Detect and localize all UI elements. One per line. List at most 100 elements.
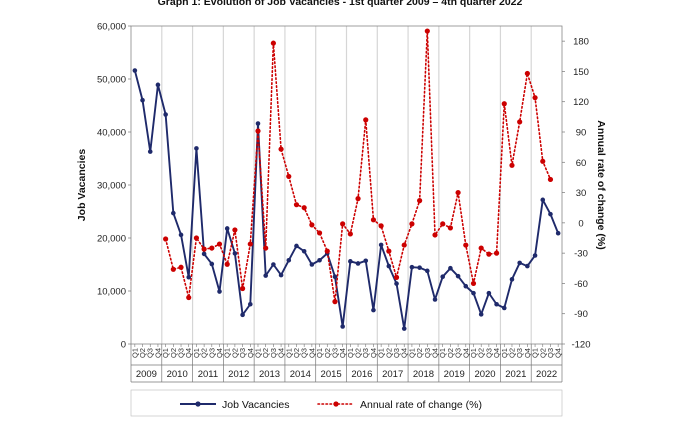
x-tick-label-quarter: Q4 [184, 348, 193, 358]
rate-of-change-point [332, 299, 338, 305]
job-vacancies-point [286, 257, 292, 263]
x-tick-label-quarter: Q4 [523, 348, 532, 358]
job-vacancies-point [224, 226, 230, 231]
x-tick-label-quarter: Q1 [377, 348, 386, 358]
job-vacancies-point [409, 264, 415, 270]
y-tick-label-left: 50,000 [97, 75, 126, 86]
y-tick-label-right: 120 [573, 97, 589, 108]
rate-of-change-point [509, 162, 515, 168]
job-vacancies-point [371, 307, 376, 313]
x-tick-label-quarter: Q3 [392, 348, 401, 358]
rate-of-change-point [239, 285, 246, 292]
job-vacancies-point [455, 273, 461, 279]
y-tick-label-left: 0 [121, 340, 126, 351]
job-vacancies-point [186, 274, 192, 280]
x-tick-label-quarter: Q2 [446, 348, 455, 358]
x-tick-label-quarter: Q4 [215, 348, 224, 358]
rate-of-change-point [186, 294, 192, 301]
x-tick-label-quarter: Q4 [277, 348, 286, 358]
rate-of-change-point [501, 101, 507, 107]
rate-of-change-point [455, 189, 461, 196]
job-vacancies-point [348, 259, 353, 264]
x-tick-label-quarter: Q2 [200, 348, 209, 358]
x-tick-label-quarter: Q2 [292, 348, 301, 358]
rate-of-change-point [470, 280, 477, 287]
x-tick-label-quarter: Q4 [461, 348, 470, 358]
rate-of-change-point [409, 221, 415, 227]
x-axis: Q1Q2Q3Q4Q1Q2Q3Q4Q1Q2Q3Q4Q1Q2Q3Q4Q1Q2Q3Q4… [130, 344, 563, 383]
rate-of-change-point [247, 241, 253, 247]
y-axis-label-left: Job Vacancies [76, 149, 88, 222]
x-tick-label-year: 2015 [321, 369, 342, 380]
x-tick-label-quarter: Q1 [500, 348, 509, 358]
rate-of-change-point [478, 245, 484, 251]
job-vacancies-point [217, 289, 222, 294]
x-tick-label-year: 2012 [228, 369, 249, 380]
job-vacancies-point [501, 305, 507, 311]
rate-of-change-point [270, 40, 276, 46]
x-tick-label-quarter: Q4 [400, 348, 409, 358]
job-vacancies-point [309, 262, 315, 267]
job-vacancies-point [340, 324, 345, 329]
job-vacancies-point [517, 260, 522, 266]
rate-of-change-point [309, 222, 315, 228]
x-tick-label-quarter: Q1 [346, 348, 355, 358]
y-tick-label-right: 180 [573, 37, 589, 48]
x-tick-label-year: 2011 [198, 369, 218, 380]
left-axis-ticks: 0 10,000 20,000 30,000 40,000 50,000 60,000 [97, 22, 131, 351]
job-vacancies-point [209, 261, 215, 267]
job-vacancies-point [278, 272, 284, 278]
job-vacancies-point [432, 297, 438, 302]
y-tick-label-right: 30 [576, 188, 587, 199]
x-tick-label-quarter: Q1 [223, 348, 232, 358]
y-tick-label-right: -60 [574, 279, 588, 290]
x-tick-label-quarter: Q4 [338, 348, 347, 358]
job-vacancies-point [548, 211, 553, 217]
rate-of-change-point [432, 232, 438, 238]
y-tick-label-left: 60,000 [97, 22, 126, 33]
x-tick-label-year: 2016 [351, 369, 372, 380]
rate-of-change-point [370, 217, 377, 223]
job-vacancies-point [478, 312, 484, 317]
job-vacancies-point [178, 232, 184, 238]
x-tick-label-quarter: Q3 [546, 348, 555, 358]
y-tick-label-right: 150 [573, 67, 589, 78]
rate-of-change-point [547, 176, 554, 183]
job-vacancies-point [194, 146, 199, 151]
y-tick-label-left: 30,000 [97, 181, 126, 192]
x-tick-label-quarter: Q2 [230, 348, 239, 358]
right-axis-ticks: -120 -90 -60 -30 0 30 60 90 120 150 180 [562, 37, 591, 351]
x-tick-label-quarter: Q3 [207, 348, 216, 358]
job-vacancies-point [440, 274, 446, 279]
legend-label: Job Vacancies [222, 399, 290, 411]
legend-box [130, 389, 563, 417]
job-vacancies-point [147, 149, 153, 154]
x-tick-label-quarter: Q3 [423, 348, 432, 358]
x-tick-label-quarter: Q4 [246, 348, 255, 358]
x-tick-label-quarter: Q2 [538, 348, 547, 358]
rate-of-change-point [255, 128, 261, 134]
x-tick-label-year: 2019 [444, 369, 465, 380]
rate-of-change-point [355, 196, 361, 202]
x-tick-label-quarter: Q2 [354, 348, 363, 358]
chart-title: Graph 1: Evolution of Job Vacancies - 1s… [158, 0, 523, 8]
x-tick-label-year: 2017 [382, 369, 403, 380]
job-vacancies-point [509, 277, 515, 282]
rate-of-change-point [524, 70, 530, 77]
job-vacancies-point [171, 210, 176, 216]
rate-of-change-point [324, 248, 330, 254]
x-tick-label-quarter: Q2 [415, 348, 424, 358]
y-tick-label-right: -90 [574, 309, 588, 320]
x-tick-label-quarter: Q3 [484, 348, 493, 358]
rate-of-change-point [201, 246, 207, 252]
x-tick-label-quarter: Q1 [315, 348, 324, 358]
rate-of-change-point [209, 245, 215, 251]
x-tick-label-quarter: Q1 [161, 348, 170, 358]
x-tick-label-quarter: Q1 [253, 348, 262, 358]
x-tick-label-quarter: Q2 [169, 348, 178, 358]
rate-of-change-point [424, 28, 430, 34]
legend-label: Annual rate of change (%) [360, 399, 482, 411]
rate-of-change-point [401, 242, 407, 248]
job-vacancies-point [532, 253, 538, 258]
